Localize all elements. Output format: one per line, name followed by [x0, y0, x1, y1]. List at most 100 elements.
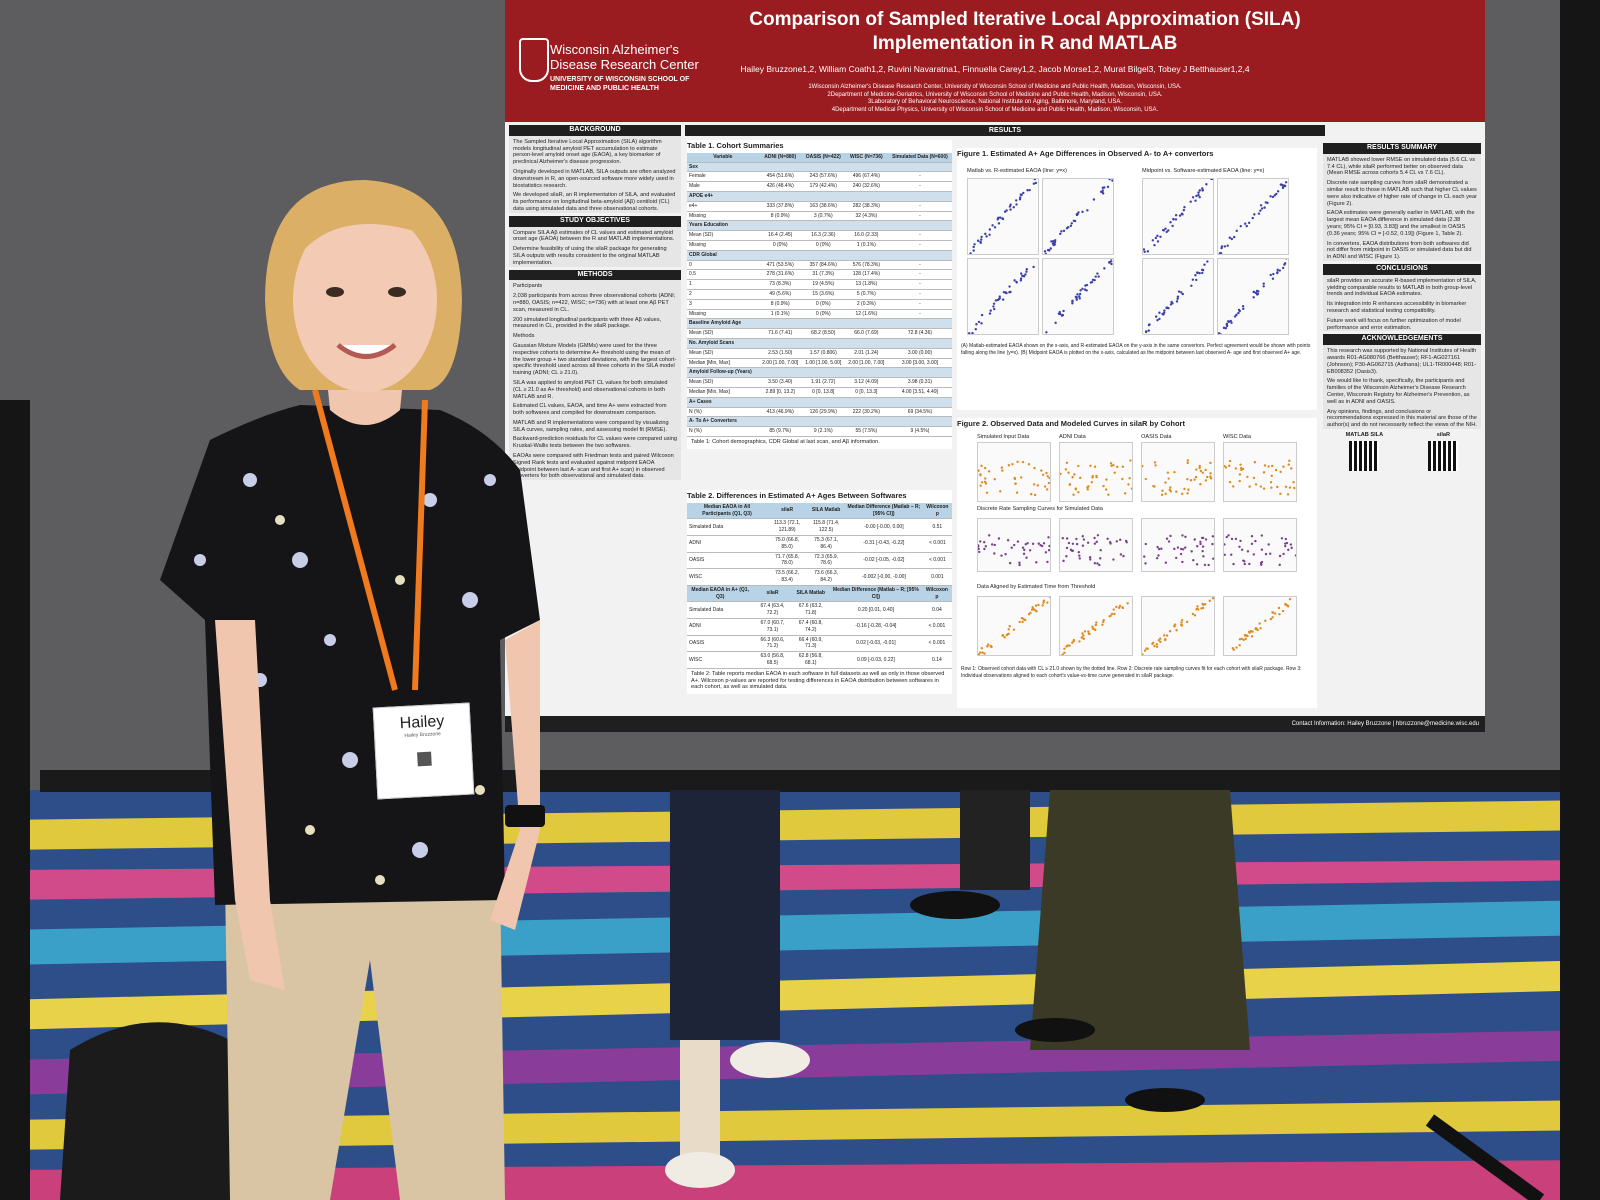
cell: 75.3 (67.1, 86.4): [807, 535, 846, 553]
poster-title: Comparison of Sampled Iterative Local Ap…: [749, 9, 1301, 54]
plot-image: [1141, 442, 1215, 502]
bullet: Any opinions, findings, and conclusions …: [1327, 408, 1477, 429]
cell: 85 (9.7%): [758, 426, 802, 437]
cell: [887, 220, 952, 232]
cell: [758, 338, 802, 349]
bullet: SILA was applied to amyloid PET CL value…: [513, 379, 668, 400]
cell: [887, 191, 952, 202]
cell: Baseline Amyloid Age: [687, 318, 759, 330]
cell: -: [887, 269, 952, 281]
plot-image: [1223, 518, 1297, 572]
row: Male 426 (48.4%) 179 (42.4%) 240 (32.6%) -: [687, 181, 952, 192]
row: A+ Cases: [687, 397, 952, 408]
section-heading: METHODS: [509, 269, 681, 281]
cell: 1.91 (2.72): [801, 377, 845, 388]
qr-code: silaR: [1428, 432, 1459, 473]
cell: 2.00 [1.00, 7.00]: [758, 358, 802, 369]
cell: < 0.001: [922, 535, 952, 553]
cell: 63.0 (56.8, 68.5): [753, 651, 792, 669]
cell: Years Education: [687, 220, 759, 232]
cell: 3 (0.7%): [801, 211, 845, 222]
cell: Missing: [687, 240, 759, 251]
section: ACKNOWLEDGEMENTS This research was suppor…: [1323, 334, 1481, 429]
panel-title: OASIS Data: [1141, 434, 1172, 440]
header-cell: Simulated Data (N=600): [887, 152, 952, 163]
bullet: We developed silaR, an R implementation …: [513, 192, 676, 212]
plot-image: [1223, 596, 1297, 656]
floral-pattern: [225, 515, 485, 885]
row: Female 454 (51.6%) 243 (57.6%) 496 (67.4%) -: [687, 171, 952, 183]
cell: 576 (78.3%): [844, 260, 888, 271]
cell: 16.0 (2.33): [844, 230, 888, 241]
cell: [887, 367, 952, 379]
cell: [758, 191, 802, 202]
arm: [215, 620, 285, 990]
bullet: Backward-prediction residuals for CL val…: [513, 436, 677, 450]
cell: WISC: [687, 568, 768, 586]
cell: 16.4 (2.45): [758, 230, 802, 241]
plot-image: [1059, 442, 1133, 502]
cell: 0 [0, 13.3]: [844, 387, 888, 398]
cell: -: [887, 201, 952, 212]
cell: Simulated Data: [687, 601, 754, 619]
table: Variable ADNI (N=880) OASIS (N=422) WISC (N…: [687, 152, 952, 437]
cell: 73.5 (66.2, 83.4): [767, 568, 808, 586]
cell: 0.001: [922, 568, 952, 586]
cell: < 0.001: [922, 552, 952, 570]
cell: N (%): [687, 407, 759, 418]
cell: [887, 250, 952, 261]
affiliations: 1Wisconsin Alzheimer's Disease Research …: [735, 84, 1255, 114]
leg: [680, 1040, 720, 1160]
cell: 1: [687, 279, 759, 290]
cell: -0.02 [-0.05, -0.02]: [845, 552, 923, 570]
cell: 55 (7.5%): [844, 426, 888, 437]
cell: < 0.001: [921, 618, 952, 636]
cell: 333 (37.8%): [758, 201, 802, 212]
cell: -: [887, 260, 952, 271]
header-row: Median EAOA in A+ (Q1, Q3) silaR SILA Matl…: [687, 585, 952, 603]
bullet: In converters, EAOA distributions from b…: [1327, 240, 1472, 261]
row: Missing 8 (0.9%) 3 (0.7%) 32 (4.3%) -: [687, 211, 952, 222]
cell: OASIS: [687, 635, 754, 653]
person-legs: [670, 790, 780, 1040]
cell: 3.98 (0.31): [887, 377, 952, 388]
table-1: Table 1. Cohort Summaries Variable ADNI (N…: [687, 140, 952, 449]
cell: 66.3 (60.6, 71.2): [753, 635, 792, 653]
cell: [801, 250, 845, 261]
cell: [887, 416, 952, 428]
cell: Missing: [687, 211, 759, 222]
bullet: Methods: [513, 333, 535, 340]
cell: 2.01 (1.24): [844, 348, 888, 359]
cell: [801, 162, 845, 173]
cell: [844, 397, 888, 408]
cell: 67.4 (63.4, 72.2): [753, 601, 792, 619]
figure-1: Figure 1. Estimated A+ Age Differences i…: [957, 148, 1317, 410]
header-cell: SILA Matlab: [807, 502, 846, 520]
row: WISC 73.5 (66.2, 83.4) 73.6 (66.3, 84.2) -0…: [687, 568, 952, 586]
stand-foot: [1425, 1114, 1545, 1200]
row: Years Education: [687, 220, 952, 232]
row: Mean (SD) 3.50 (3.40) 1.91 (2.72) 3.12 (4.0…: [687, 377, 952, 388]
cell: -0.16 [-0.28, -0.04]: [829, 618, 922, 636]
cell: [844, 250, 888, 261]
shoe: [730, 1042, 810, 1078]
bullet: Gaussian Mixture Models (GMMs) were used…: [513, 342, 677, 377]
cell: -0.00 [-0.00, 0.00]: [845, 518, 923, 536]
plot-image: [977, 442, 1051, 502]
bullet: The Sampled Iterative Local Approximatio…: [513, 138, 662, 166]
cell: 8 (0.9%): [758, 299, 802, 310]
shirt: [160, 405, 540, 905]
cell: 128 (17.4%): [844, 269, 888, 281]
cell: 73.6 (66.3, 84.2): [807, 568, 846, 586]
cell: Mean (SD): [687, 230, 759, 241]
cell: No. Amyloid Scans: [687, 338, 759, 349]
cell: 4.00 [3.51, 4.49]: [887, 387, 952, 398]
cell: [844, 191, 888, 202]
cell: 19 (4.5%): [801, 279, 845, 290]
qr-image: [1349, 440, 1380, 471]
cell: 126 (29.9%): [801, 407, 845, 418]
bullet: 200 simulated longitudinal participants …: [513, 316, 662, 330]
cell: [758, 367, 802, 379]
row: Sex: [687, 162, 952, 173]
cell: Amyloid Follow-up (Years): [687, 367, 759, 379]
